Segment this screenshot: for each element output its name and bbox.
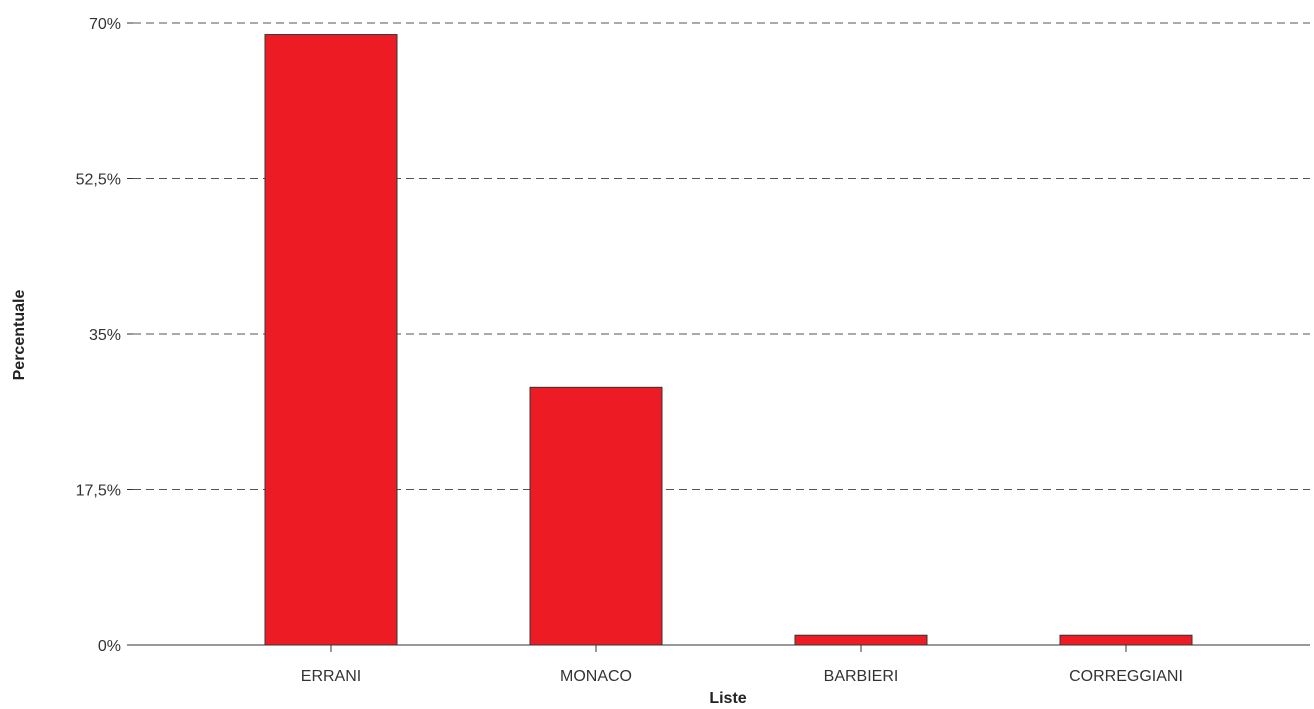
bar-correggiani [1059, 634, 1193, 646]
x-tick-label: ERRANI [301, 668, 361, 685]
axes [127, 22, 1310, 652]
y-tick-label: 52,5% [76, 172, 121, 189]
x-tick-label: MONACO [560, 668, 632, 685]
y-tick-label: 70% [89, 16, 121, 33]
y-tick-label: 35% [89, 327, 121, 344]
bars [264, 34, 1193, 646]
x-tick-labels: ERRANI MONACO BARBIERI CORREGGIANI [301, 668, 1183, 685]
y-tick-label: 0% [98, 638, 121, 655]
y-tick-label: 17,5% [76, 483, 121, 500]
y-axis-title: Percentuale [11, 290, 28, 381]
x-axis-title: Liste [709, 690, 746, 707]
bar-barbieri [794, 634, 928, 646]
y-tick-labels: 0% 17,5% 35% 52,5% 70% [76, 16, 121, 655]
x-tick-label: CORREGGIANI [1069, 668, 1183, 685]
x-tick-label: BARBIERI [824, 668, 899, 685]
bar-monaco [529, 386, 663, 646]
bar-errani [264, 34, 398, 646]
